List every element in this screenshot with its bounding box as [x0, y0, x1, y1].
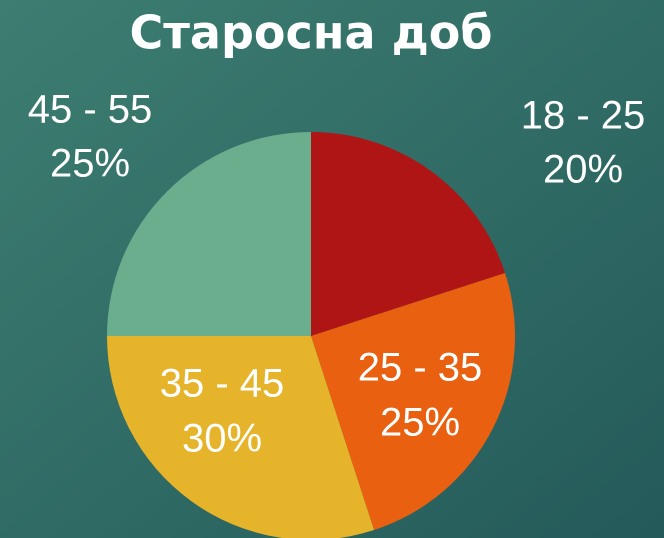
slice-value-label: 30% — [182, 417, 262, 461]
pie-slice — [107, 336, 375, 538]
pie-slice — [311, 272, 515, 531]
pie-slice — [107, 132, 311, 336]
slice-category-label: 35 - 45 — [160, 362, 285, 406]
slice-value-label: 20% — [543, 148, 623, 192]
slice-category-label: 18 - 25 — [521, 94, 646, 138]
pie-slice — [311, 132, 506, 336]
slice-value-label: 25% — [50, 142, 130, 186]
pie — [107, 132, 515, 538]
slice-value-label: 25% — [380, 401, 460, 445]
slice-category-label: 45 - 55 — [28, 88, 153, 132]
slice-category-label: 25 - 35 — [358, 346, 483, 390]
chart-title: Старосна доб — [130, 6, 493, 60]
